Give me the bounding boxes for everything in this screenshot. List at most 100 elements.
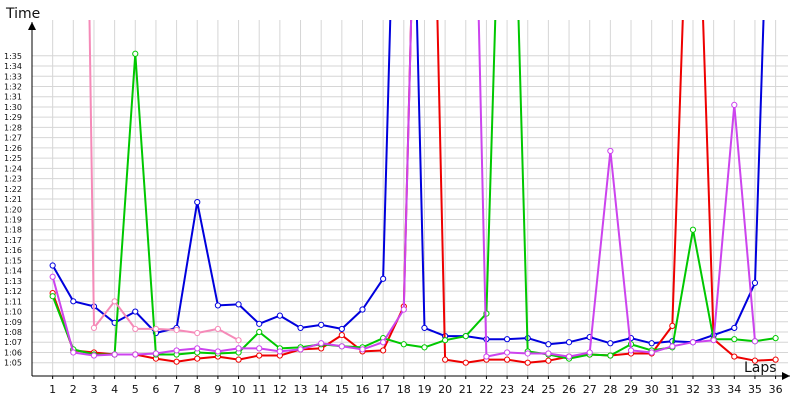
data-point	[235, 301, 242, 308]
x-tick-label: 28	[603, 383, 617, 396]
data-point	[194, 355, 201, 362]
y-tick-label: 1:17	[4, 236, 22, 245]
y-tick-label: 1:10	[4, 308, 22, 317]
data-point	[132, 325, 139, 333]
y-axis-arrow	[28, 22, 36, 30]
x-tick-label: 27	[583, 383, 597, 396]
data-point	[421, 344, 428, 351]
x-tick-label: 19	[417, 383, 431, 396]
x-tick-label: 17	[376, 383, 390, 396]
x-tick-label: 30	[645, 383, 659, 396]
data-point	[359, 346, 366, 353]
data-point	[276, 348, 283, 355]
data-point	[772, 356, 779, 363]
y-tick-label: 1:15	[4, 256, 22, 265]
data-point	[256, 345, 263, 352]
data-point	[235, 356, 242, 363]
y-tick-label: 1:08	[4, 328, 22, 337]
data-point	[731, 353, 738, 360]
x-tick-label: 36	[769, 383, 783, 396]
data-point	[338, 325, 345, 333]
y-tick-label: 1:11	[4, 297, 22, 306]
data-point	[173, 326, 180, 334]
data-point	[152, 350, 160, 357]
y-tick-label: 1:12	[4, 287, 22, 296]
data-point	[380, 339, 387, 346]
data-point	[565, 339, 573, 346]
data-point	[90, 324, 98, 332]
x-tick-label: 26	[562, 383, 576, 396]
x-tick-label: 25	[541, 383, 555, 396]
data-point	[731, 324, 738, 332]
x-tick-label: 35	[748, 383, 762, 396]
y-tick-label: 1:16	[4, 246, 22, 255]
x-tick-label: 9	[214, 383, 221, 396]
data-point	[70, 349, 77, 356]
data-point	[710, 337, 717, 344]
series-line	[51, 20, 776, 360]
x-tick-label: 1	[49, 383, 56, 396]
x-tick-label: 23	[500, 383, 514, 396]
x-tick-label: 34	[727, 383, 741, 396]
data-point	[483, 353, 490, 360]
x-tick-label: 4	[111, 383, 118, 396]
data-point	[338, 343, 345, 350]
y-tick-label: 1:32	[4, 82, 22, 91]
data-point	[111, 298, 118, 305]
data-point	[731, 336, 738, 343]
data-point	[132, 351, 139, 358]
data-point	[607, 352, 614, 359]
data-point	[297, 346, 304, 353]
data-point	[49, 273, 56, 280]
data-point	[359, 306, 366, 313]
data-point	[421, 324, 428, 332]
data-point	[194, 198, 201, 206]
x-tick-label: 5	[132, 383, 139, 396]
axes	[28, 22, 790, 380]
data-point	[669, 343, 676, 350]
data-point	[132, 50, 139, 57]
y-tick-label: 1:21	[4, 195, 22, 204]
data-point	[111, 351, 118, 358]
x-tick-label: 6	[152, 383, 159, 396]
x-tick-label: 33	[707, 383, 721, 396]
x-tick-label: 24	[521, 383, 535, 396]
y-tick-label: 1:35	[4, 52, 22, 61]
y-tick-label: 1:20	[4, 205, 22, 214]
data-point	[194, 345, 201, 352]
data-point	[318, 321, 325, 328]
data-point	[462, 359, 469, 366]
data-point	[256, 328, 263, 336]
y-tick-label: 1:29	[4, 113, 22, 122]
data-point	[152, 325, 160, 333]
data-point	[194, 329, 201, 337]
y-tick-label: 1:14	[4, 267, 22, 276]
data-point	[503, 356, 511, 363]
data-point	[751, 279, 759, 287]
grid	[32, 20, 788, 379]
x-tick-label: 22	[479, 383, 493, 396]
y-axis-title: Time	[5, 6, 40, 22]
data-point	[648, 349, 655, 356]
series-2	[49, 20, 779, 366]
data-point	[648, 340, 655, 347]
y-tick-label: 1:07	[4, 338, 22, 347]
y-tick-label: 1:18	[4, 226, 22, 235]
data-point	[297, 324, 304, 332]
data-point	[380, 347, 387, 354]
data-point	[503, 336, 511, 343]
x-tick-label: 3	[90, 383, 97, 396]
data-point	[627, 347, 635, 354]
x-tick-label: 12	[273, 383, 287, 396]
y-tick-label: 1:19	[4, 215, 22, 224]
data-point	[607, 147, 614, 155]
data-point	[276, 312, 283, 319]
x-tick-label: 14	[314, 383, 328, 396]
data-point	[256, 352, 263, 359]
data-point	[586, 349, 593, 356]
data-point	[545, 357, 552, 364]
y-tick-label: 1:23	[4, 175, 22, 184]
series-4	[49, 20, 759, 360]
